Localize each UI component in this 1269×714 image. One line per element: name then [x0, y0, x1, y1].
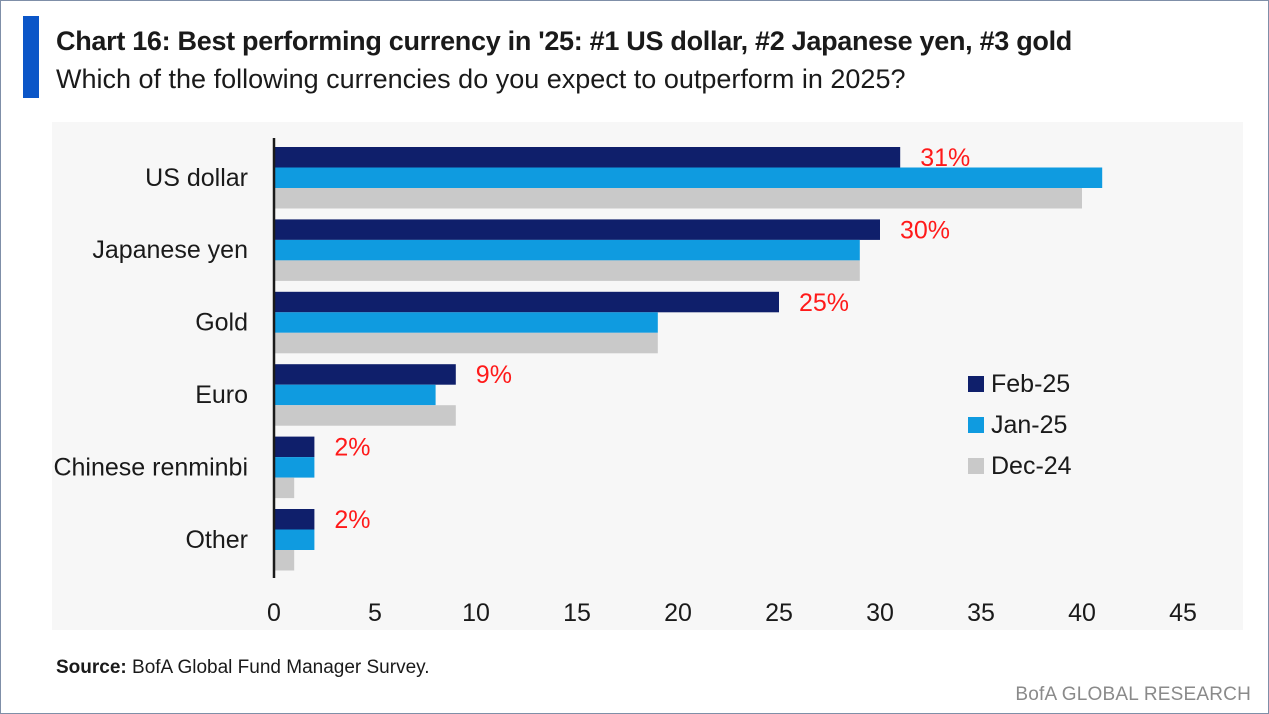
x-tick-label: 25 [765, 599, 793, 627]
x-tick-label: 10 [462, 599, 490, 627]
bar-feb-25-other [274, 509, 315, 530]
bar-feb-25-euro [274, 364, 456, 385]
x-tick-label: 15 [563, 599, 591, 627]
bar-feb-25-us-dollar [274, 147, 901, 168]
bar-feb-25-chinese-renminbi [274, 436, 315, 458]
bar-dec-24-other [274, 550, 295, 571]
bar-jan-25-gold [274, 312, 658, 333]
data-label: 2% [334, 506, 370, 534]
bar-dec-24-us-dollar [274, 188, 1082, 209]
bar-feb-25-japanese-yen [274, 219, 880, 240]
data-label: 2% [334, 434, 370, 462]
data-label: 9% [476, 361, 512, 389]
title-accent-bar [23, 16, 39, 98]
source-text: BofA Global Fund Manager Survey. [126, 657, 430, 678]
data-label: 30% [900, 216, 950, 244]
category-label: Other [185, 526, 248, 554]
legend-swatch [968, 458, 984, 474]
chart-subtitle: Which of the following currencies do you… [56, 64, 906, 94]
brand-footer: BofA GLOBAL RESEARCH [1015, 684, 1251, 705]
bar-dec-24-euro [274, 405, 456, 426]
bar-dec-24-chinese-renminbi [274, 477, 295, 499]
bar-dec-24-japanese-yen [274, 260, 860, 281]
x-tick-label: 20 [664, 599, 692, 627]
bar-dec-24-gold [274, 332, 658, 354]
x-tick-label: 0 [267, 599, 281, 627]
source-note: Source: BofA Global Fund Manager Survey. [56, 657, 430, 679]
legend-label: Jan-25 [991, 411, 1067, 439]
bar-jan-25-us-dollar [274, 167, 1103, 188]
x-tick-label: 45 [1169, 599, 1197, 627]
category-label: US dollar [145, 164, 248, 192]
x-tick-label: 35 [967, 599, 995, 627]
legend-label: Feb-25 [991, 370, 1070, 398]
legend-swatch [968, 417, 984, 433]
category-label: Chinese renminbi [53, 453, 248, 481]
category-label: Gold [195, 309, 248, 337]
bar-jan-25-chinese-renminbi [274, 457, 315, 478]
chart-title: Chart 16: Best performing currency in '2… [56, 26, 1072, 56]
data-label: 25% [799, 289, 849, 317]
source-label: Source: [56, 657, 127, 678]
legend-swatch [968, 376, 984, 392]
bar-jan-25-euro [274, 384, 436, 406]
bar-feb-25-gold [274, 291, 779, 313]
bar-jan-25-japanese-yen [274, 239, 860, 261]
x-tick-label: 40 [1068, 599, 1096, 627]
bar-jan-25-other [274, 529, 315, 550]
data-label: 31% [920, 144, 970, 172]
category-label: Japanese yen [92, 236, 248, 264]
x-tick-label: 30 [866, 599, 894, 627]
category-label: Euro [195, 381, 248, 409]
legend-label: Dec-24 [991, 452, 1072, 480]
x-tick-label: 5 [368, 599, 382, 627]
